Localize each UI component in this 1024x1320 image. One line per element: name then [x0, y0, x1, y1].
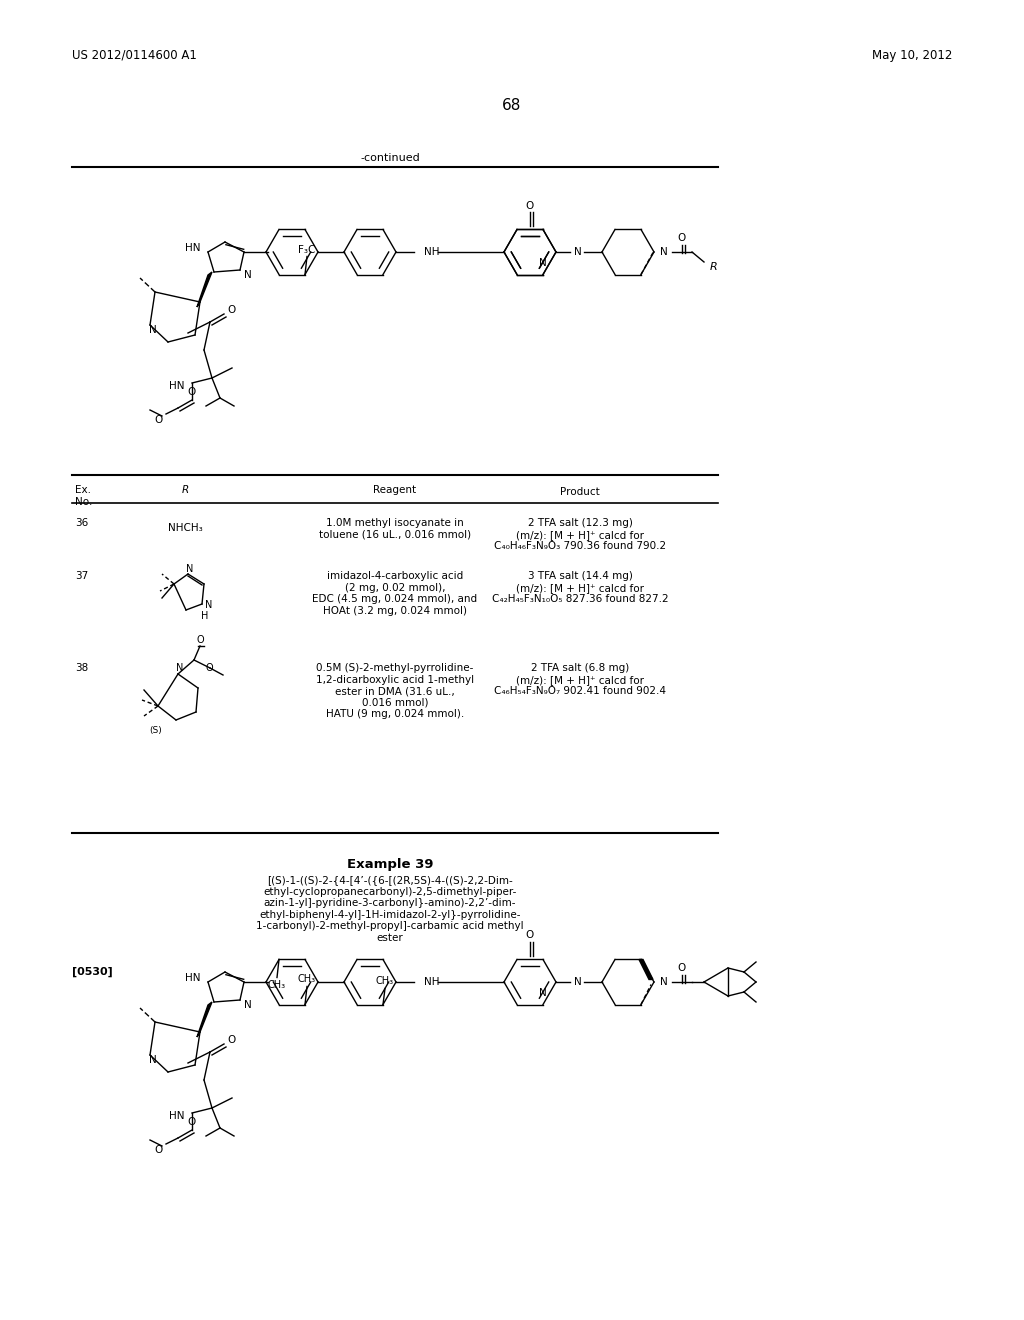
- Text: O: O: [187, 387, 197, 397]
- Text: O: O: [155, 414, 163, 425]
- Text: O: O: [228, 1035, 237, 1045]
- Text: CH₃: CH₃: [268, 981, 286, 990]
- Text: 37: 37: [75, 572, 88, 581]
- Text: O: O: [678, 964, 686, 973]
- Text: (S): (S): [150, 726, 163, 734]
- Text: N: N: [539, 257, 547, 268]
- Text: NHCH₃: NHCH₃: [168, 523, 203, 533]
- Text: NH: NH: [424, 977, 439, 987]
- Text: HN: HN: [184, 243, 200, 253]
- Text: Product: Product: [560, 487, 600, 498]
- Text: Ex.
No.: Ex. No.: [75, 484, 92, 507]
- Text: O: O: [526, 201, 535, 211]
- Text: 1.0M methyl isocyanate in
toluene (16 uL., 0.016 mmol): 1.0M methyl isocyanate in toluene (16 uL…: [318, 517, 471, 540]
- Text: [0530]: [0530]: [72, 968, 113, 977]
- Text: N: N: [205, 601, 212, 610]
- Text: 2 TFA salt (12.3 mg)
(m/z): [M + H]⁺ calcd for
C₄₀H₄₆F₃N₉O₃ 790.36 found 790.2: 2 TFA salt (12.3 mg) (m/z): [M + H]⁺ cal…: [494, 517, 666, 552]
- Text: N: N: [574, 247, 582, 257]
- Text: H: H: [202, 611, 209, 620]
- Text: N: N: [176, 663, 183, 673]
- Text: NH: NH: [424, 247, 439, 257]
- Text: May 10, 2012: May 10, 2012: [871, 49, 952, 62]
- Text: imidazol-4-carboxylic acid
(2 mg, 0.02 mmol),
EDC (4.5 mg, 0.024 mmol), and
HOAt: imidazol-4-carboxylic acid (2 mg, 0.02 m…: [312, 572, 477, 616]
- Text: [(S)-1-((S)-2-{4-[4’-({6-[(2R,5S)-4-((S)-2,2-Dim-
ethyl-cyclopropanecarbonyl)-2,: [(S)-1-((S)-2-{4-[4’-({6-[(2R,5S)-4-((S)…: [256, 875, 524, 942]
- Text: N: N: [574, 977, 582, 987]
- Text: N: N: [539, 987, 547, 998]
- Text: F₃C: F₃C: [298, 244, 315, 255]
- Text: 2 TFA salt (6.8 mg)
(m/z): [M + H]⁺ calcd for
C₄₆H₅₄F₃N₉O₇ 902.41 found 902.4: 2 TFA salt (6.8 mg) (m/z): [M + H]⁺ calc…: [494, 663, 666, 696]
- Text: CH₃: CH₃: [376, 975, 394, 986]
- Text: N: N: [660, 977, 668, 987]
- Polygon shape: [639, 960, 653, 979]
- Text: N: N: [150, 325, 157, 335]
- Text: O: O: [197, 635, 204, 645]
- Text: 3 TFA salt (14.4 mg)
(m/z): [M + H]⁺ calcd for
C₄₂H₄₅F₃N₁₀O₅ 827.36 found 827.2: 3 TFA salt (14.4 mg) (m/z): [M + H]⁺ cal…: [492, 572, 669, 605]
- Text: O: O: [526, 931, 535, 940]
- Text: -continued: -continued: [360, 153, 420, 162]
- Text: O: O: [678, 234, 686, 243]
- Text: N: N: [150, 1055, 157, 1065]
- Text: HN: HN: [184, 973, 200, 983]
- Text: O: O: [228, 305, 237, 315]
- Text: O: O: [206, 663, 214, 673]
- Text: HN: HN: [169, 381, 184, 391]
- Text: 38: 38: [75, 663, 88, 673]
- Text: O: O: [155, 1144, 163, 1155]
- Polygon shape: [197, 1002, 212, 1038]
- Text: 0.5M (S)-2-methyl-pyrrolidine-
1,2-dicarboxylic acid 1-methyl
ester in DMA (31.6: 0.5M (S)-2-methyl-pyrrolidine- 1,2-dicar…: [316, 663, 474, 719]
- Text: O: O: [187, 1117, 197, 1127]
- Text: N: N: [244, 1001, 252, 1010]
- Text: N: N: [186, 564, 194, 574]
- Text: N: N: [660, 247, 668, 257]
- Text: R: R: [181, 484, 188, 495]
- Polygon shape: [197, 272, 212, 308]
- Text: US 2012/0114600 A1: US 2012/0114600 A1: [72, 49, 197, 62]
- Text: Reagent: Reagent: [374, 484, 417, 495]
- Text: 36: 36: [75, 517, 88, 528]
- Text: R: R: [710, 261, 718, 272]
- Text: 68: 68: [503, 98, 521, 112]
- Text: N: N: [244, 271, 252, 280]
- Text: HN: HN: [169, 1111, 184, 1121]
- Text: CH₃: CH₃: [298, 974, 316, 983]
- Text: Example 39: Example 39: [347, 858, 433, 871]
